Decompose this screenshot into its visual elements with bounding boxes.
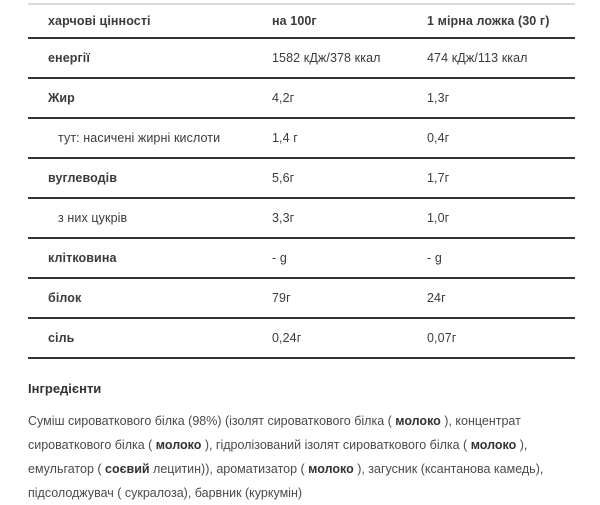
row-value-per-spoon: - g — [427, 251, 442, 265]
row-label: енергії — [48, 51, 90, 65]
ingredient-text-segment: ), емульгатор ( — [28, 438, 528, 476]
row-value-per-spoon: 1,3г — [427, 91, 450, 105]
table-row: білок 79г 24г — [28, 279, 575, 319]
ingredient-text-segment: лецитин)), ароматизатор ( — [149, 462, 309, 476]
row-value-per-spoon: 1,0г — [427, 211, 450, 225]
row-label: білок — [48, 291, 82, 305]
row-value-per-spoon: 0,07г — [427, 331, 457, 345]
ingredients-text: Суміш сироваткового білка (98%) (ізолят … — [28, 409, 575, 505]
table-row: тут: насичені жирні кислоти 1,4 г 0,4г — [28, 119, 575, 159]
row-value-per-spoon: 474 кДж/113 ккал — [427, 51, 528, 65]
row-value-per-100g: 3,3г — [272, 211, 295, 225]
table-header-row: харчові цінності на 100г 1 мірна ложка (… — [28, 5, 575, 39]
nutrition-panel: харчові цінності на 100г 1 мірна ложка (… — [28, 3, 575, 505]
row-label: тут: насичені жирні кислоти — [58, 131, 221, 145]
row-label: сіль — [48, 331, 75, 345]
row-value-per-spoon: 0,4г — [427, 131, 450, 145]
table-row: енергії 1582 кДж/378 ккал 474 кДж/113 ккал — [28, 39, 575, 79]
row-label: Жир — [48, 91, 75, 105]
row-value-per-spoon: 1,7г — [427, 171, 450, 185]
row-label: клітковина — [48, 251, 117, 265]
nutrition-table: харчові цінності на 100г 1 мірна ложка (… — [28, 3, 575, 359]
column-header-per-100g: на 100г — [272, 14, 317, 28]
row-value-per-100g: 1,4 г — [272, 131, 298, 145]
ingredient-text-segment: Суміш сироваткового білка (98%) (ізолят … — [28, 414, 396, 428]
row-value-per-100g: 4,2г — [272, 91, 295, 105]
ingredient-text-segment: ), гідролізований ізолят сироваткового б… — [201, 438, 471, 452]
ingredient-allergen: молоко — [395, 414, 441, 428]
row-value-per-100g: 79г — [272, 291, 291, 305]
table-row: сіль 0,24г 0,07г — [28, 319, 575, 359]
ingredient-text-segment: ), загусник (ксантанова камедь), підсоло… — [28, 462, 544, 500]
row-label: вуглеводів — [48, 171, 118, 185]
column-header-per-spoon: 1 мірна ложка (30 г) — [427, 14, 550, 28]
row-value-per-100g: 5,6г — [272, 171, 295, 185]
ingredient-text-segment: ), концентрат сироваткового білка ( — [28, 414, 521, 452]
table-row: з них цукрів 3,3г 1,0г — [28, 199, 575, 239]
row-value-per-spoon: 24г — [427, 291, 446, 305]
table-row: Жир 4,2г 1,3г — [28, 79, 575, 119]
table-row: клітковина - g - g — [28, 239, 575, 279]
row-label: з них цукрів — [58, 211, 128, 225]
ingredient-allergen: молоко — [155, 438, 202, 452]
row-value-per-100g: 1582 кДж/378 ккал — [272, 51, 381, 65]
ingredient-allergen: молоко — [308, 462, 354, 476]
ingredient-allergen: молоко — [470, 438, 517, 452]
ingredients-heading: Інгредієнти — [28, 381, 102, 396]
row-value-per-100g: - g — [272, 251, 287, 265]
table-body: енергії 1582 кДж/378 ккал 474 кДж/113 ккал… — [28, 39, 575, 359]
column-header-nutrition: харчові цінності — [48, 14, 151, 28]
table-row: вуглеводів 5,6г 1,7г — [28, 159, 575, 199]
ingredient-allergen: соєвий — [105, 462, 150, 476]
ingredients-section: Інгредієнти Суміш сироваткового білка (9… — [28, 381, 575, 505]
row-value-per-100g: 0,24г — [272, 331, 302, 345]
